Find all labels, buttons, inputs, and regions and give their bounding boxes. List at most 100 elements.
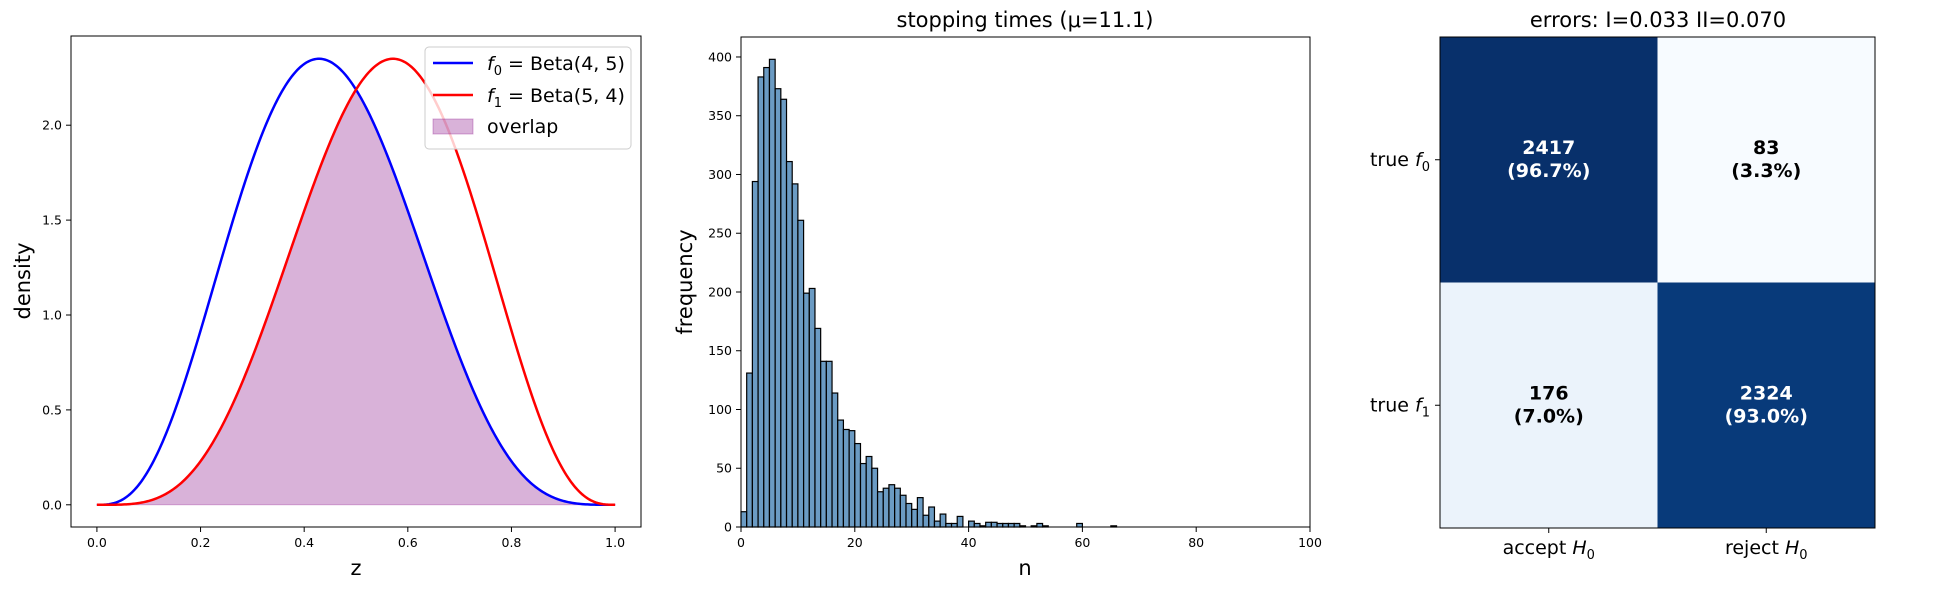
- histogram-bar: [763, 66, 771, 528]
- cell-count: 2417: [1522, 137, 1575, 159]
- x-tick-label: 1.0: [605, 535, 625, 550]
- x-tick-label: 40: [961, 535, 977, 550]
- y-tick-label: 1.5: [42, 213, 62, 228]
- x-tick-label: 0.8: [502, 535, 522, 550]
- histogram-bar: [831, 392, 839, 528]
- histogram-bar: [996, 522, 1004, 528]
- histogram-bar: [882, 487, 890, 528]
- histogram-bar: [1076, 522, 1083, 528]
- histogram-bar: [808, 287, 816, 528]
- row-label-main: true: [1370, 394, 1415, 416]
- histogram-bar: [916, 497, 924, 528]
- y-tick-label: 400: [708, 49, 732, 64]
- histogram-bar: [899, 494, 907, 528]
- histogram-bar: [768, 58, 776, 528]
- histogram-bar: [1013, 522, 1021, 528]
- row-label: true f1: [1370, 394, 1430, 420]
- legend-swatch-overlap: [432, 118, 474, 135]
- column-label-var: H: [1785, 537, 1799, 559]
- x-tick-label: 0.2: [191, 535, 211, 550]
- histogram-bar: [780, 98, 788, 528]
- stopping-times-histogram: stopping times (μ=11.1) 0 20 40 60 80 100 0 50…: [673, 8, 1322, 580]
- column-label-var: H: [1572, 537, 1586, 559]
- row-label: true f0: [1370, 149, 1430, 175]
- confusion-matrix: errors: I=0.033 II=0.070 2417(96.7%) 83(3…: [1370, 8, 1876, 563]
- x-tick-label: 0.6: [398, 535, 418, 550]
- x-tick-label: 0.0: [87, 535, 107, 550]
- histogram-bar: [774, 88, 782, 528]
- cell-percent: (96.7%): [1507, 160, 1590, 182]
- cell-count: 2324: [1740, 382, 1793, 404]
- histogram-bar: [990, 521, 998, 528]
- y-ticks: 0 50 100 150 200 250 300 350 400: [708, 49, 741, 535]
- row-label-var: f: [1415, 149, 1425, 171]
- histogram-bar: [854, 442, 862, 528]
- histogram-bar: [1007, 522, 1015, 528]
- row-label-sub: 1: [1422, 405, 1430, 420]
- y-tick-label: 300: [708, 167, 732, 182]
- histogram-bar: [967, 520, 975, 528]
- y-axis-label: frequency: [673, 229, 697, 334]
- matrix-cell: [1657, 37, 1875, 283]
- histogram-bar: [797, 219, 805, 528]
- histogram-bar: [905, 502, 913, 528]
- y-tick-label: 1.0: [42, 307, 62, 322]
- histogram-bar: [820, 360, 827, 528]
- histogram-bar: [791, 183, 799, 528]
- column-label: accept H0: [1503, 537, 1595, 563]
- histogram-bar: [933, 520, 941, 528]
- y-tick-label: 350: [708, 108, 732, 123]
- histogram-bar: [802, 292, 810, 528]
- y-tick-label: 150: [708, 343, 732, 358]
- column-label-main: reject: [1725, 537, 1785, 559]
- histogram-bar: [740, 511, 748, 528]
- histogram-bar: [848, 430, 856, 528]
- y-tick-label: 0.5: [42, 402, 62, 417]
- legend-frame: [424, 46, 632, 150]
- y-tick-label: 2.0: [42, 118, 62, 133]
- matrix-cell: [1440, 37, 1658, 283]
- histogram-bar: [859, 462, 867, 528]
- cell-count: 83: [1753, 137, 1779, 159]
- histogram-bar: [922, 514, 930, 528]
- histogram-bar: [945, 522, 953, 528]
- row-label-var: f: [1415, 394, 1425, 416]
- y-ticks: 0.0 0.5 1.0 1.5 2.0: [42, 118, 71, 512]
- column-label-sub: 0: [1587, 548, 1595, 563]
- x-ticks: 0.0 0.2 0.4 0.6 0.8 1.0: [87, 527, 625, 550]
- x-axis-label: n: [1018, 556, 1031, 580]
- histogram-bar: [973, 522, 981, 528]
- overlap-area: [96, 88, 616, 506]
- overlap-fill: [96, 88, 616, 506]
- matrix-cells: 2417(96.7%) 83(3.3%) 176(7.0%) 2324(93.0%): [1440, 37, 1875, 528]
- column-label: reject H0: [1725, 537, 1808, 563]
- histogram-bar: [876, 491, 884, 528]
- row-label-sub: 0: [1422, 160, 1430, 175]
- histogram-bars: [740, 58, 1118, 528]
- cell-count: 176: [1529, 382, 1569, 404]
- histogram-bar: [871, 467, 879, 528]
- axes-frame: [740, 36, 1311, 528]
- legend-label-overlap: overlap: [487, 116, 558, 138]
- legend-label-f1: f1 = Beta(5, 4): [487, 85, 625, 111]
- histogram-bar: [785, 160, 793, 528]
- cell-percent: (7.0%): [1514, 405, 1584, 427]
- histogram-bar: [837, 419, 845, 528]
- x-tick-label: 100: [1298, 535, 1322, 550]
- density-curves: [96, 57, 616, 507]
- histogram-bar: [757, 76, 765, 528]
- x-tick-label: 0: [737, 535, 745, 550]
- histogram-bar: [888, 484, 896, 528]
- matrix-cell: [1657, 282, 1875, 528]
- y-tick-label: 0.0: [42, 497, 62, 512]
- histogram-bar: [865, 455, 873, 528]
- histogram-title: stopping times (μ=11.1): [897, 8, 1154, 32]
- confusion-title: errors: I=0.033 II=0.070: [1530, 8, 1786, 32]
- y-axis-label: density: [11, 243, 35, 320]
- row-label-main: true: [1370, 149, 1415, 171]
- y-tick-label: 200: [708, 284, 732, 299]
- histogram-bar: [1036, 522, 1044, 528]
- legend: f0 = Beta(4, 5) f1 = Beta(5, 4) overlap: [424, 46, 632, 150]
